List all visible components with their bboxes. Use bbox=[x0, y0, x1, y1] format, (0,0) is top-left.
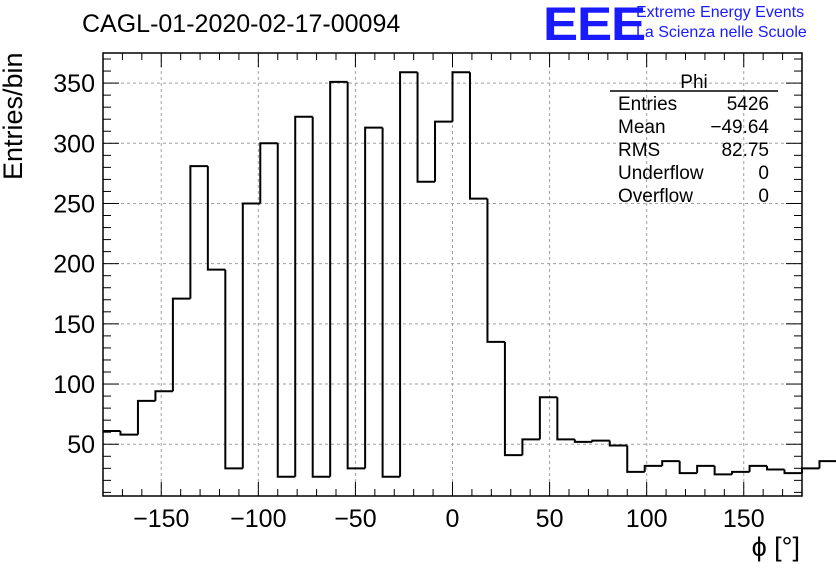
histogram-bin bbox=[591, 439, 610, 442]
histogram-bin bbox=[486, 198, 505, 343]
histogram-bin bbox=[364, 126, 383, 469]
histogram-bin bbox=[661, 460, 680, 466]
histogram-bin bbox=[154, 390, 173, 401]
histogram-bin bbox=[678, 461, 698, 475]
histogram-bin bbox=[346, 81, 366, 470]
plot-title: CAGL-01-2020-02-17-00094 bbox=[82, 10, 401, 38]
histogram-bin bbox=[399, 71, 418, 477]
histogram-bin bbox=[206, 166, 226, 271]
histogram-bin bbox=[643, 464, 663, 472]
stats-row-value: 0 bbox=[758, 163, 769, 184]
histogram-bin bbox=[241, 202, 261, 469]
stats-row-label: Mean bbox=[618, 117, 666, 138]
stats-row-value: 0 bbox=[758, 186, 769, 207]
histogram-bin bbox=[573, 439, 593, 443]
histogram-bin bbox=[451, 71, 470, 122]
stats-box-title: Phi bbox=[680, 72, 707, 93]
histogram-bin bbox=[818, 460, 836, 469]
logo-line-2: La Scienza nelle Scuole bbox=[636, 24, 807, 41]
x-tick-label: 50 bbox=[536, 505, 564, 533]
histogram-bin bbox=[434, 120, 453, 182]
histogram-bin bbox=[731, 470, 750, 475]
stats-row-value: −49.64 bbox=[710, 117, 769, 138]
stats-row-label: Underflow bbox=[618, 163, 704, 184]
histogram-bin bbox=[503, 341, 523, 457]
stats-row-label: Overflow bbox=[618, 186, 693, 207]
x-tick-label: −50 bbox=[334, 505, 376, 533]
y-tick-label: 50 bbox=[67, 431, 95, 459]
histogram-bin bbox=[713, 465, 733, 476]
histogram-bin bbox=[276, 143, 296, 478]
histogram-bin bbox=[626, 445, 645, 473]
y-tick-label: 150 bbox=[53, 311, 95, 339]
x-axis-label: ϕ [°] bbox=[751, 532, 800, 562]
histogram-bin bbox=[416, 72, 436, 183]
histogram-bin bbox=[608, 440, 628, 447]
logo-line-1: Extreme Energy Events bbox=[636, 4, 805, 21]
histogram-bin bbox=[119, 430, 138, 436]
histogram-bin bbox=[748, 464, 768, 472]
histogram-bin bbox=[783, 469, 802, 475]
stats-row-value: 82.75 bbox=[721, 140, 769, 161]
histogram-bin bbox=[521, 438, 540, 456]
x-tick-label: 0 bbox=[446, 505, 460, 533]
y-tick-label: 100 bbox=[53, 371, 95, 399]
y-tick-label: 200 bbox=[53, 251, 95, 279]
histogram-bin bbox=[171, 297, 191, 392]
eee-logo-mark: EEE bbox=[543, 0, 646, 50]
histogram-bin bbox=[259, 142, 278, 204]
histogram-bin bbox=[381, 127, 401, 478]
histogram-bin bbox=[294, 115, 313, 477]
stats-row-label: RMS bbox=[618, 140, 660, 161]
stats-row-value: 5426 bbox=[727, 94, 769, 115]
histogram-bin bbox=[801, 467, 820, 474]
histogram-bin bbox=[329, 80, 348, 477]
histogram-bin bbox=[766, 465, 785, 471]
stats-row-label: Entries bbox=[618, 94, 677, 115]
y-tick-label: 250 bbox=[53, 190, 95, 218]
x-tick-label: −150 bbox=[133, 505, 189, 533]
histogram-bin bbox=[136, 399, 156, 435]
histogram-bin bbox=[556, 397, 575, 441]
x-tick-label: 150 bbox=[723, 505, 765, 533]
x-tick-label: 100 bbox=[626, 505, 668, 533]
y-tick-label: 300 bbox=[53, 130, 95, 158]
histogram-bin bbox=[696, 464, 715, 474]
x-tick-label: −100 bbox=[230, 505, 286, 533]
histogram-bin bbox=[224, 269, 243, 470]
histogram-bin bbox=[189, 165, 208, 299]
y-tick-label: 350 bbox=[53, 70, 95, 98]
histogram-bin bbox=[311, 116, 331, 478]
histogram-bin bbox=[468, 72, 488, 200]
histogram-bin bbox=[538, 396, 558, 440]
